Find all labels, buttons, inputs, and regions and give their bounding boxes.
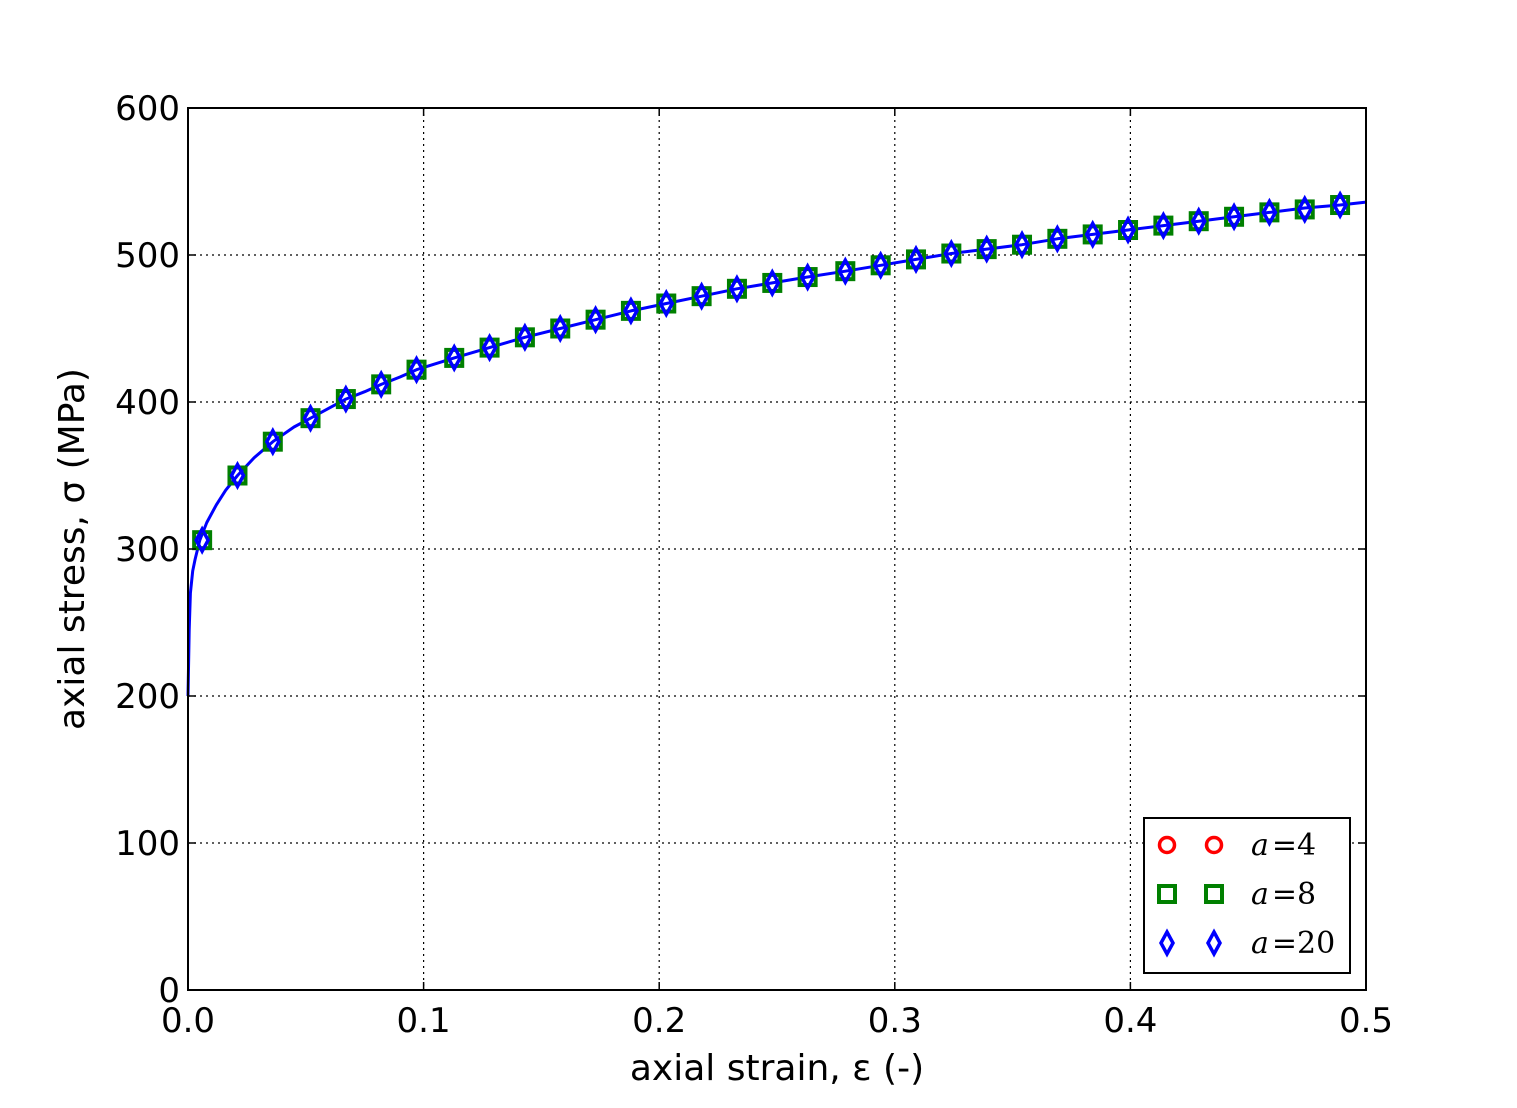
diamond-marker (264, 427, 281, 457)
y-tick-label: 500 (115, 236, 180, 276)
diamond-marker (1190, 206, 1207, 236)
diamond-marker (516, 322, 533, 352)
diamond-marker (552, 313, 569, 344)
diamond-marker (764, 268, 781, 298)
legend-circle-marker (1204, 835, 1224, 855)
legend-diamond-marker (1159, 928, 1175, 958)
diamond-marker (1332, 190, 1349, 220)
y-tick-label: 0 (158, 971, 180, 1011)
stress-strain-curve (186, 200, 1367, 697)
diamond-marker (622, 296, 639, 326)
diamond-marker (408, 355, 425, 385)
legend-diamond-marker (1206, 928, 1222, 958)
diamond-marker (194, 525, 211, 555)
diamond-marker (943, 238, 960, 269)
diamond-marker (587, 305, 604, 335)
diamond-marker (446, 343, 463, 373)
x-axis-label: axial strain, ε (-) (630, 1048, 924, 1089)
x-tick-label: 0.2 (632, 1001, 686, 1041)
diamond-marker (1155, 210, 1172, 241)
diamond-marker (837, 256, 854, 286)
diamond-marker (481, 332, 498, 363)
diamond-marker (728, 274, 745, 304)
grid (188, 108, 1366, 990)
legend: a =4 a =8 a =20 (1143, 817, 1351, 974)
diamond-marker (1049, 224, 1066, 254)
diamond-marker (1084, 219, 1101, 250)
diamond-marker (658, 288, 675, 319)
marker-layer (192, 190, 1351, 555)
y-tick-label: 400 (115, 383, 180, 423)
legend-label: a =20 (1251, 926, 1335, 961)
legend-label: a =8 (1251, 877, 1316, 912)
diamond-marker (1014, 230, 1031, 260)
y-tick-label: 100 (115, 824, 180, 864)
legend-square-marker (1204, 884, 1224, 904)
legend-label: a =4 (1251, 828, 1316, 863)
y-tick-label: 200 (115, 677, 180, 717)
legend-frame (1143, 817, 1351, 974)
diamond-marker (302, 403, 319, 433)
x-tick-label: 0.5 (1339, 1001, 1393, 1041)
diamond-marker (1120, 215, 1137, 245)
diamond-marker (908, 244, 924, 275)
diamond-marker (978, 234, 995, 264)
legend-square-marker (1157, 884, 1177, 904)
diamond-marker (1261, 197, 1278, 228)
y-tick-label: 300 (115, 530, 180, 570)
diamond-marker (693, 281, 710, 311)
diamond-marker (337, 384, 354, 414)
x-tick-label: 0.0 (161, 1001, 215, 1041)
legend-circle-marker (1157, 835, 1177, 855)
y-axis-label: axial stress, σ (MPa) (52, 368, 93, 730)
diamond-marker (1226, 202, 1243, 232)
x-tick-label: 0.4 (1103, 1001, 1157, 1041)
diamond-marker (229, 460, 246, 491)
diamond-marker (799, 262, 816, 292)
diamond-marker (1296, 194, 1313, 225)
diamond-marker (373, 369, 390, 400)
curve-layer (186, 200, 1367, 697)
ticks (187, 107, 1367, 991)
x-tick-label: 0.3 (868, 1001, 922, 1041)
tick-labels: 0.0 0.1 0.2 0.3 0.4 0.5 0 100 200 300 400 500 600 (115, 89, 1393, 1041)
y-tick-label: 600 (115, 89, 180, 129)
diamond-marker (872, 250, 889, 280)
x-tick-label: 0.1 (397, 1001, 451, 1041)
legend-entries: a =4 a =8 a =20 (1157, 828, 1335, 961)
